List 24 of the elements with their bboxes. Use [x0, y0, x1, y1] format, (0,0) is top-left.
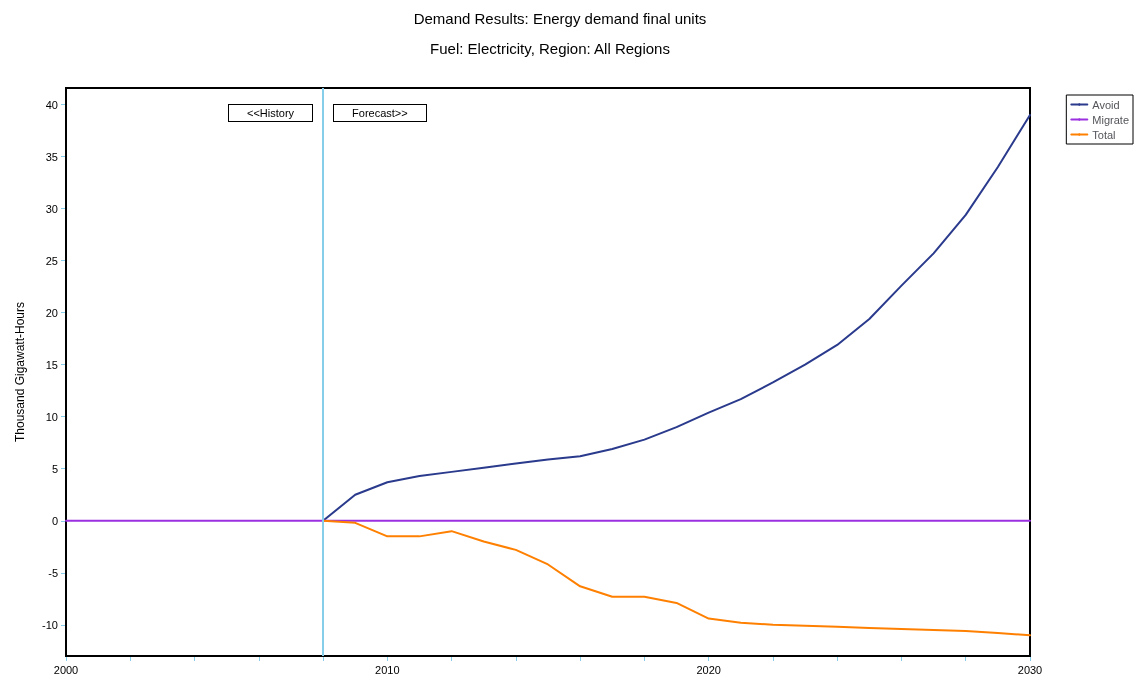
annotation: Forecast>> [333, 104, 427, 122]
x-tick-label: 2010 [375, 663, 400, 676]
y-tick-label: 0 [51, 514, 58, 527]
y-tick-label: 40 [45, 98, 58, 111]
y-tick-label: 35 [45, 150, 58, 163]
annotation: <<History [228, 104, 314, 122]
x-tick-label: 2000 [53, 663, 79, 676]
y-tick-label: 10 [45, 410, 58, 423]
y-tick-label: 5 [51, 462, 58, 475]
legend-label: Total [1092, 128, 1116, 141]
y-tick-label: 15 [45, 358, 58, 371]
x-tick-label: 2020 [696, 663, 721, 676]
chart-title: Demand Results: Energy demand final units [413, 10, 707, 27]
y-tick-label: 20 [45, 306, 58, 319]
x-tick-label: 2030 [1017, 663, 1043, 676]
chart-subtitle: Fuel: Electricity, Region: All Regions [430, 40, 670, 57]
legend-label: Migrate [1092, 113, 1130, 126]
legend-label: Avoid [1092, 98, 1120, 111]
line-series [322, 519, 1031, 637]
y-tick-label: 30 [45, 202, 58, 215]
y-tick-label: 25 [45, 254, 58, 267]
y-tick-label: -5 [48, 566, 58, 579]
y-tick-label: -10 [42, 618, 58, 631]
y-axis-title: Thousand Gigawatt-Hours [13, 301, 27, 443]
